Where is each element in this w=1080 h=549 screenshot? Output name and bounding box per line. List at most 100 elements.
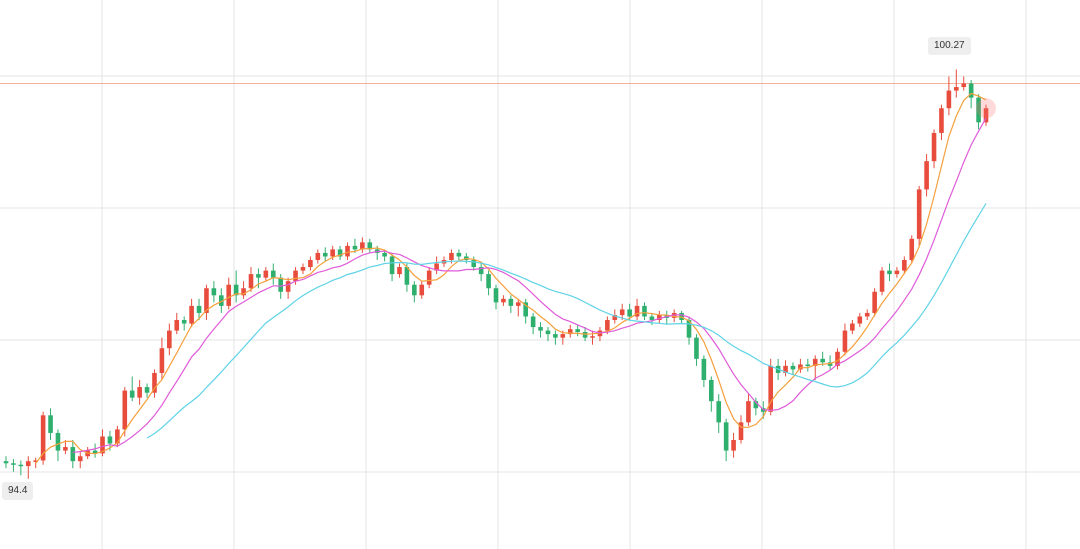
candle-body [100, 436, 105, 454]
candle-body [634, 305, 640, 317]
candle [515, 298, 521, 317]
candle-body [560, 334, 566, 338]
candle [924, 154, 929, 197]
candle-body [107, 436, 113, 444]
candle-body [798, 364, 803, 370]
candle [219, 288, 224, 313]
candle-body [746, 401, 751, 423]
candle [902, 256, 907, 275]
candle [961, 76, 967, 91]
candle [189, 298, 194, 328]
candle-body [946, 90, 952, 109]
candle [233, 270, 239, 303]
candle [731, 432, 736, 458]
candle-body [18, 464, 24, 467]
candle-body [40, 415, 46, 461]
candle-body [122, 390, 128, 430]
candle-body [605, 320, 610, 331]
candle-body [575, 329, 580, 332]
candle-body [857, 316, 863, 324]
candle-body [48, 415, 53, 433]
candle-body [308, 260, 313, 268]
candle [248, 267, 254, 292]
candle [25, 456, 31, 479]
candle [493, 284, 499, 310]
candle-body [367, 242, 373, 250]
candle [419, 281, 425, 299]
candle [530, 312, 536, 335]
candle [783, 360, 788, 377]
candle [983, 104, 989, 126]
candle [798, 358, 803, 373]
candle [553, 330, 558, 345]
candle-body [25, 461, 31, 467]
candle-body [233, 284, 239, 296]
candle-body [723, 422, 729, 451]
candle-body [968, 83, 974, 98]
candle [270, 263, 276, 285]
candle [850, 320, 855, 335]
candle-body [612, 315, 618, 320]
candle [590, 330, 595, 345]
candle [657, 310, 662, 324]
candle-body [211, 288, 217, 296]
candle [337, 245, 343, 260]
candle [174, 312, 180, 335]
candle-body [3, 461, 9, 464]
candle [434, 256, 439, 275]
candle-body [419, 284, 425, 296]
candle-body [657, 315, 662, 320]
candle [916, 185, 922, 246]
candle [456, 249, 462, 260]
candle-body [204, 288, 209, 313]
candle-body [820, 358, 825, 363]
candle [567, 324, 573, 338]
candle [939, 104, 944, 140]
candle-body [545, 330, 551, 335]
candle-body [330, 249, 335, 257]
low-price-label: 94.4 [2, 482, 34, 500]
candle-body [582, 332, 588, 338]
candle [3, 456, 9, 469]
candle-body [478, 267, 484, 275]
candle [226, 277, 232, 310]
candle [315, 249, 321, 264]
candle [954, 69, 959, 98]
candle [322, 247, 328, 262]
candle-body [219, 295, 224, 306]
candle-body [129, 390, 135, 398]
candle-body [530, 316, 536, 328]
candle [345, 242, 350, 260]
candle [501, 295, 506, 306]
candle [723, 418, 729, 462]
candle-body [961, 83, 967, 88]
candle [70, 440, 76, 469]
candle-body [805, 364, 811, 366]
candle-body [827, 362, 833, 366]
candle [256, 268, 261, 289]
candle-body [493, 288, 499, 303]
candle-body [300, 267, 306, 271]
candle-body [360, 242, 365, 250]
candle [812, 355, 818, 380]
candle-body [931, 132, 937, 162]
candle-body [248, 274, 254, 289]
candle-body [864, 312, 870, 317]
candle-body [382, 252, 387, 257]
candle-body [263, 270, 269, 278]
candle [931, 129, 937, 169]
candle-body [879, 270, 885, 292]
candle-body [159, 348, 165, 373]
candle-body [471, 260, 477, 268]
candle [63, 440, 68, 455]
candle-body [649, 316, 655, 320]
candle [77, 452, 83, 469]
candle-body [701, 358, 707, 380]
candle-body [983, 108, 989, 123]
candle [167, 323, 172, 356]
candle [389, 252, 395, 282]
candle [887, 263, 892, 282]
candle-body [189, 305, 194, 324]
candle-body [226, 284, 232, 306]
candle [820, 351, 825, 366]
